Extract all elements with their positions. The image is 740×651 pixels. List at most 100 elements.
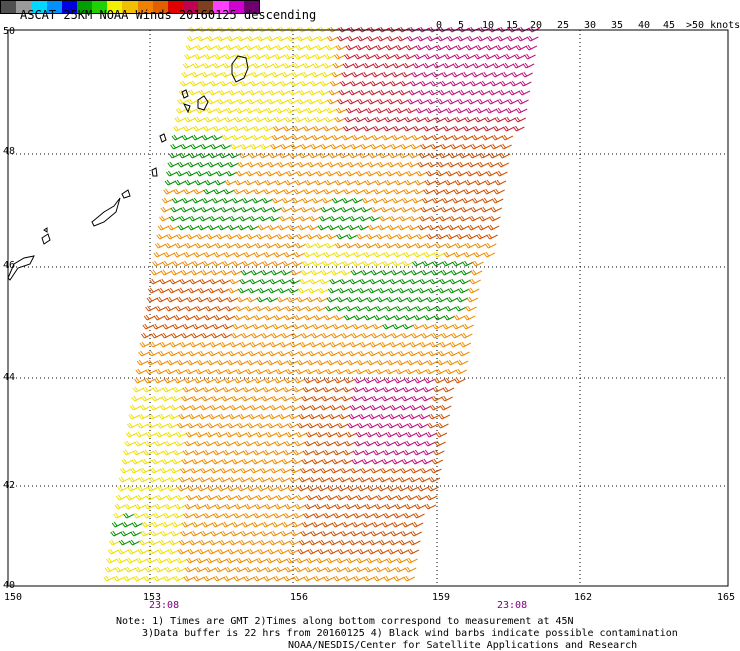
wind-barb <box>415 368 428 375</box>
wind-barb <box>168 350 180 357</box>
wind-barb <box>302 62 315 69</box>
wind-barb <box>179 341 192 348</box>
wind-barb <box>264 503 277 510</box>
wind-barb <box>290 530 302 537</box>
wind-barb <box>252 125 265 132</box>
wind-barb <box>308 413 321 420</box>
wind-barb <box>259 215 271 222</box>
wind-barb <box>451 71 463 78</box>
wind-barb <box>156 359 169 366</box>
wind-barb <box>454 179 467 186</box>
wind-barb <box>274 53 286 60</box>
wind-barb <box>341 71 353 78</box>
wind-barb <box>406 233 418 240</box>
wind-barb <box>224 53 236 60</box>
wind-barb <box>261 521 274 528</box>
wind-barb <box>223 251 236 258</box>
wind-barb <box>186 359 199 366</box>
wind-barb <box>416 359 429 366</box>
wind-barb <box>427 98 439 105</box>
wind-barb <box>177 98 189 105</box>
wind-barb <box>285 494 298 501</box>
wind-barb <box>292 62 305 69</box>
wind-barb <box>140 332 153 339</box>
wind-barb <box>426 170 438 177</box>
wind-barb <box>417 224 430 231</box>
wind-barb <box>479 215 491 222</box>
wind-barb <box>267 98 279 105</box>
wind-barb <box>308 89 321 96</box>
wind-barb <box>354 242 367 249</box>
wind-barb <box>306 359 319 366</box>
wind-barb <box>310 467 322 474</box>
wind-barb <box>409 341 422 348</box>
wind-barb <box>289 80 302 87</box>
wind-barb <box>423 188 435 195</box>
wind-barb <box>289 278 301 285</box>
wind-barb <box>447 224 460 231</box>
wind-barb <box>417 422 429 429</box>
wind-barb <box>498 89 511 96</box>
wind-barb <box>279 215 291 222</box>
wind-barb <box>242 323 254 330</box>
wind-barb <box>315 431 328 438</box>
wind-barb <box>484 179 497 186</box>
wind-barb <box>278 350 290 357</box>
wind-barb <box>144 440 156 447</box>
wind-barb <box>495 107 508 114</box>
wind-barb <box>444 242 457 249</box>
wind-barb <box>362 125 375 132</box>
wind-barb <box>152 449 165 456</box>
wind-barb <box>228 539 241 546</box>
wind-barb <box>438 350 450 357</box>
wind-barb <box>335 494 348 501</box>
wind-barb <box>389 278 401 285</box>
wind-barb <box>168 413 181 420</box>
wind-barb <box>446 35 459 42</box>
wind-barb <box>117 485 129 492</box>
wind-barb <box>247 422 259 429</box>
wind-barb <box>189 341 202 348</box>
wind-barb <box>357 485 369 492</box>
wind-barb <box>227 485 239 492</box>
wind-barb <box>364 116 376 123</box>
wind-barb <box>290 206 303 213</box>
wind-barb <box>392 260 404 267</box>
wind-barb <box>333 377 346 384</box>
wind-barb <box>193 575 205 582</box>
wind-barb <box>170 143 182 150</box>
wind-barb <box>313 575 325 582</box>
wind-barb <box>191 134 204 141</box>
wind-barb <box>268 476 281 483</box>
hokkaido-coast <box>7 255 35 281</box>
wind-barb <box>180 530 192 537</box>
lon-tick-label: 153 <box>143 592 162 603</box>
wind-barb <box>333 251 346 258</box>
wind-barb <box>294 440 306 447</box>
wind-barb <box>227 548 240 555</box>
wind-barb <box>319 278 331 285</box>
wind-barb <box>239 215 251 222</box>
wind-barb <box>419 341 432 348</box>
wind-barb <box>137 422 149 429</box>
island-outline <box>197 95 209 111</box>
wind-barb <box>396 359 409 366</box>
wind-barb <box>358 350 370 357</box>
wind-barb <box>344 566 357 573</box>
wind-barb <box>385 107 398 114</box>
wind-barb <box>391 395 403 402</box>
wind-barb <box>294 566 307 573</box>
wind-barb <box>284 440 296 447</box>
wind-barb <box>351 521 364 528</box>
wind-barb <box>263 512 275 519</box>
wind-barb <box>188 476 201 483</box>
wind-barb <box>454 242 467 249</box>
wind-barb <box>145 305 157 312</box>
wind-barb <box>376 359 389 366</box>
wind-barb <box>214 566 227 573</box>
wind-barb <box>158 413 171 420</box>
wind-barb <box>272 125 285 132</box>
wind-barb <box>373 251 386 258</box>
wind-barb <box>401 197 414 204</box>
wind-barb <box>259 341 272 348</box>
